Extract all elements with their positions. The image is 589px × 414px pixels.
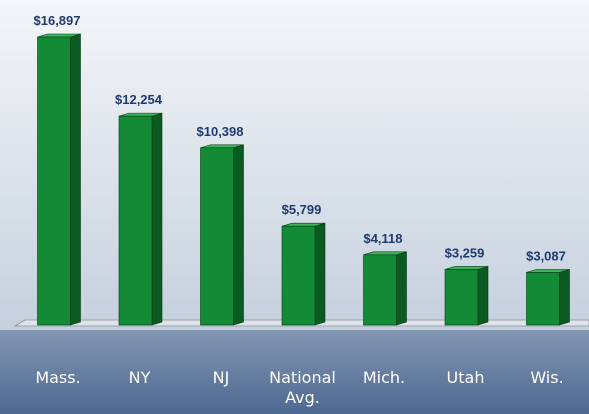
- x-tick-label: NJ: [212, 368, 230, 387]
- bar-side: [314, 222, 326, 326]
- background-band: [0, 330, 589, 414]
- x-tick-label: Utah: [446, 368, 485, 387]
- x-tick-label: Mass.: [35, 368, 81, 387]
- x-tick-label: National Avg.: [269, 368, 336, 407]
- x-tick-label: NY: [128, 368, 151, 387]
- bar-side: [559, 268, 570, 326]
- data-label: $4,118: [363, 231, 402, 246]
- bar: [118, 112, 163, 326]
- bar: [37, 33, 81, 326]
- bar: [200, 144, 244, 326]
- bar: [281, 222, 326, 326]
- bar: [526, 268, 570, 326]
- bar-front: [37, 36, 71, 326]
- data-label: $16,897: [34, 13, 81, 28]
- bar-side: [396, 251, 407, 326]
- bar-front: [281, 225, 316, 326]
- x-tick-label: Wis.: [530, 368, 564, 387]
- bar-front: [118, 115, 153, 326]
- bar-front: [526, 272, 560, 326]
- bar-front: [363, 254, 397, 326]
- bar-side: [151, 112, 163, 326]
- bar-side: [477, 266, 489, 326]
- bar: [444, 266, 489, 326]
- bar-front: [444, 269, 479, 326]
- bar-front: [200, 147, 234, 326]
- bar-side: [70, 33, 81, 326]
- data-label: $5,799: [282, 202, 322, 217]
- x-tick-label: Mich.: [362, 368, 406, 387]
- data-label: $3,087: [526, 248, 566, 263]
- bar-side: [233, 144, 244, 326]
- data-label: $3,259: [445, 245, 485, 260]
- data-label: $10,398: [197, 124, 244, 139]
- bar: [363, 251, 407, 326]
- data-label: $12,254: [115, 92, 163, 107]
